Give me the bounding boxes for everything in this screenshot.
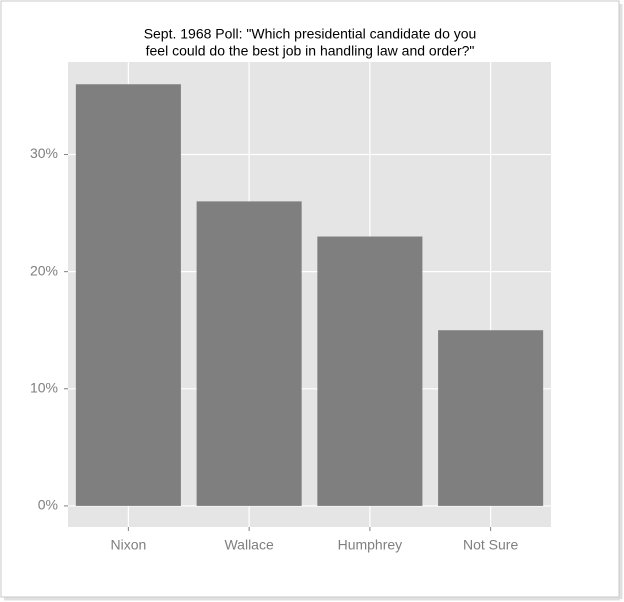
- y-tick-label: 10%: [30, 379, 58, 395]
- chart-title: feel could do the best job in handling l…: [146, 43, 475, 59]
- x-tick-label: Not Sure: [463, 537, 518, 553]
- bar: [438, 330, 544, 506]
- bar: [75, 84, 181, 506]
- y-tick-label: 20%: [30, 262, 58, 278]
- bar: [196, 201, 302, 506]
- chart-title: Sept. 1968 Poll: "Which presidential can…: [144, 26, 477, 42]
- bar: [317, 236, 423, 506]
- x-tick-label: Nixon: [110, 537, 146, 553]
- y-tick-label: 30%: [30, 145, 58, 161]
- x-tick-label: Humphrey: [338, 537, 403, 553]
- x-tick-label: Wallace: [224, 537, 273, 553]
- y-tick-label: 0%: [38, 497, 58, 513]
